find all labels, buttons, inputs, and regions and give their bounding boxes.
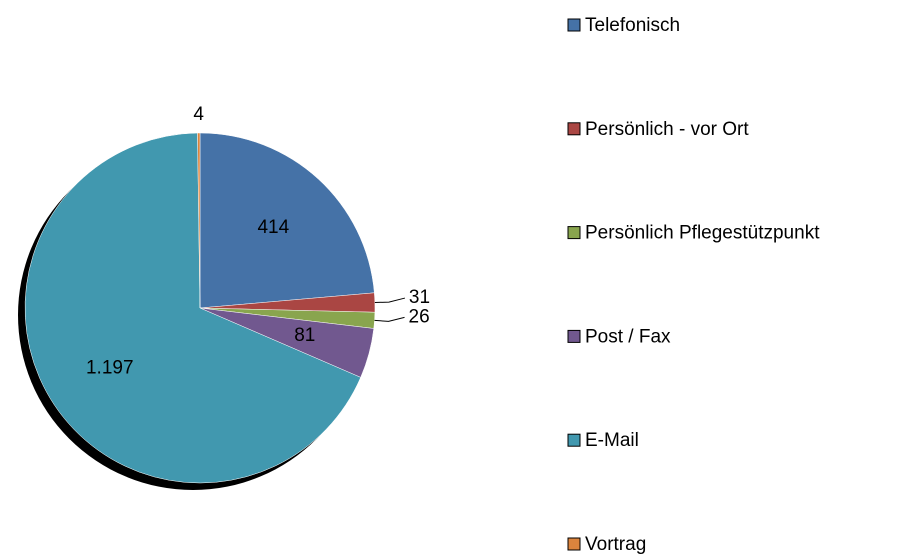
data-label: 81 <box>294 325 315 346</box>
pie-slice <box>199 132 375 309</box>
data-label: 4 <box>193 104 204 125</box>
legend-label: E-Mail <box>585 430 639 451</box>
legend-swatch <box>567 122 581 136</box>
legend-label: Vortrag <box>585 534 646 555</box>
data-label: 26 <box>409 306 430 327</box>
pie-slice <box>197 132 201 309</box>
legend-label: Telefonisch <box>585 15 680 36</box>
legend-swatch <box>567 537 581 551</box>
data-label: 31 <box>409 287 430 308</box>
leader-line <box>374 316 405 322</box>
legend-swatch <box>567 226 581 240</box>
legend-label: Persönlich - vor Ort <box>585 119 749 140</box>
legend-label: Persönlich Pflegestützpunkt <box>585 223 820 244</box>
data-label: 1.197 <box>86 357 134 378</box>
data-label: 414 <box>257 217 289 238</box>
pie-slice <box>24 132 361 484</box>
leader-line <box>374 297 406 304</box>
legend-swatch <box>567 329 581 343</box>
legend-swatch <box>567 433 581 447</box>
legend-label: Post / Fax <box>585 326 671 347</box>
legend-swatch <box>567 18 581 32</box>
